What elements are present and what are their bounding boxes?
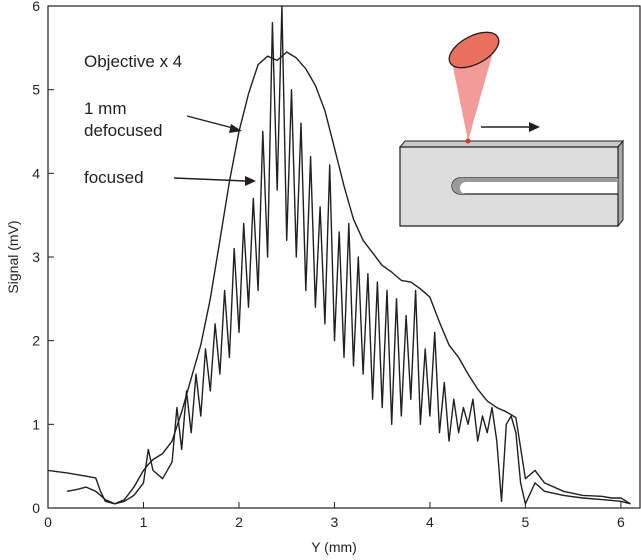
axes-layer: 0 1 2 3 4 5 6 0 1 2 3 4 5 6 Y (mm) Signal (mV): [5, 0, 641, 555]
y-axis-title: Signal (mV): [5, 220, 21, 293]
scan-direction-arrowhead: [529, 122, 540, 132]
defocused-label-line2: defocused: [84, 121, 163, 140]
y-tick-label: 0: [32, 500, 40, 516]
laser-spot: [465, 138, 471, 144]
u-shaped-sample: [399, 146, 619, 227]
x-tick-label: 1: [140, 514, 148, 530]
x-tick-label: 5: [522, 514, 530, 530]
sample-illustration: [398, 31, 625, 228]
objective-lens: [448, 31, 500, 69]
y-tick-label: 5: [32, 82, 40, 98]
series-layer: [47, 5, 631, 505]
sample-top-face: [398, 140, 625, 148]
slot-shadow: [452, 178, 618, 194]
y-tick-label: 1: [32, 416, 40, 432]
x-tick-label: 4: [426, 514, 434, 530]
x-axis-title: Y (mm): [311, 539, 357, 555]
x-tick-label: 3: [331, 514, 339, 530]
series-line-focused: [66, 5, 631, 505]
y-tick-label: 2: [32, 333, 40, 349]
x-tick-label: 0: [44, 514, 52, 530]
plot-frame: [47, 5, 641, 509]
objective-label: Objective x 4: [84, 52, 183, 71]
y-tick-label: 3: [32, 249, 40, 265]
series-line-defocused: [47, 51, 631, 505]
x-tick-label: 2: [235, 514, 243, 530]
defocused-label-line1: 1 mm: [84, 99, 127, 118]
y-tick-label: 6: [32, 0, 40, 14]
defocused-arrow: [186, 115, 234, 129]
x-tick-label: 6: [617, 514, 625, 530]
focused-arrow: [173, 177, 247, 182]
defocused-arrowhead: [229, 124, 242, 133]
sample-side-face: [617, 139, 624, 228]
annotation-arrows: [173, 115, 256, 186]
y-tick-label: 4: [32, 165, 40, 181]
focused-label: focused: [84, 168, 144, 187]
focused-arrowhead: [245, 176, 256, 186]
